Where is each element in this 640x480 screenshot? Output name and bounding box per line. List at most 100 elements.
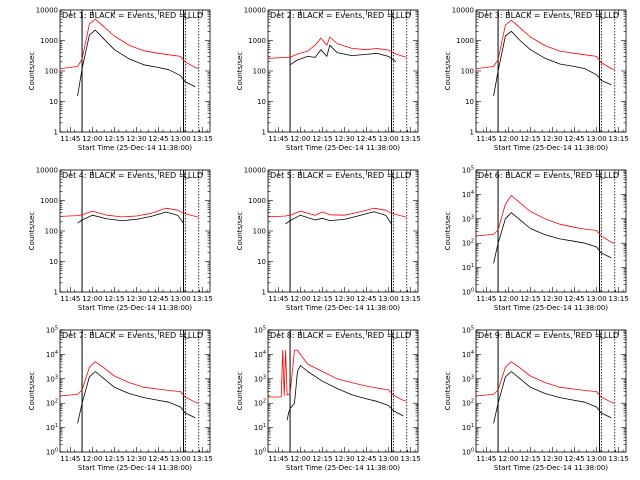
x-tick-label: 12:45 — [564, 135, 584, 143]
x-tick-label: 13:15 — [193, 295, 213, 303]
l-marker-glyph — [184, 12, 189, 19]
x-tick-label: 12:15 — [520, 295, 540, 303]
y-tick-label: 100 — [462, 288, 474, 297]
y-tick-label: 103 — [46, 374, 58, 383]
y-tick-label: 105 — [46, 326, 58, 335]
y-tick-label: 105 — [462, 326, 474, 335]
panel-det-1: Det 1: BLACK = Events, RED = LLD 1 10 100 10… — [28, 7, 213, 153]
x-tick-label: 13:15 — [609, 135, 629, 143]
l-marker-glyph — [600, 12, 605, 19]
y-tick-label: 100 — [253, 228, 266, 236]
y-tick-label: 1000 — [248, 37, 266, 45]
y-tick-label: 104 — [462, 350, 474, 359]
y-tick-label: 100 — [462, 448, 474, 457]
series-line-lld — [59, 18, 199, 69]
series-line-lld — [267, 207, 407, 218]
y-tick-label: 10000 — [244, 167, 266, 175]
x-tick-label: 13:00 — [378, 135, 398, 143]
x-tick-label: 13:00 — [586, 295, 606, 303]
series-line-lld — [475, 19, 615, 71]
x-tick-label: 13:00 — [170, 295, 190, 303]
x-tick-label: 11:45 — [476, 135, 496, 143]
series-line-lld — [267, 36, 407, 59]
y-tick-label: 103 — [462, 214, 474, 223]
series-line-lld — [59, 207, 199, 218]
panel-title: Det 5: BLACK = Events, RED = LLD — [270, 171, 411, 180]
y-tick-label: 10 — [49, 258, 58, 266]
series-line-events — [77, 371, 196, 424]
x-tick-label: 12:00 — [498, 295, 518, 303]
y-tick-label: 104 — [462, 190, 474, 199]
x-tick-label: 12:00 — [82, 295, 102, 303]
x-tick-label: 12:00 — [82, 135, 102, 143]
series-line-events — [77, 211, 184, 224]
y-tick-label: 1 — [54, 289, 58, 297]
y-tick-label: 1000 — [456, 37, 474, 45]
panel-title: Det 6: BLACK = Events, RED = LLD — [478, 171, 619, 180]
x-tick-label: 11:45 — [268, 135, 288, 143]
x-tick-label: 13:15 — [193, 455, 213, 463]
y-tick-label: 102 — [462, 399, 474, 408]
plot-frame — [267, 329, 419, 453]
series-line-events — [77, 29, 196, 97]
y-tick-label: 1 — [262, 129, 266, 137]
x-tick-label: 13:00 — [378, 295, 398, 303]
x-tick-label: 12:00 — [290, 295, 310, 303]
y-tick-label: 10000 — [36, 167, 58, 175]
y-axis-label: Counts/sec — [28, 52, 36, 91]
x-tick-label: 11:45 — [60, 135, 80, 143]
y-tick-label: 10 — [465, 98, 474, 106]
y-tick-label: 10000 — [244, 7, 266, 15]
y-tick-label: 102 — [462, 239, 474, 248]
y-axis-label: Counts/sec — [444, 212, 452, 251]
x-tick-label: 12:30 — [334, 135, 354, 143]
y-tick-label: 101 — [254, 423, 266, 432]
y-tick-label: 101 — [462, 423, 474, 432]
y-tick-label: 1000 — [40, 37, 58, 45]
panel-det-8: Det 8: BLACK = Events, RED = LLD 100 101 10… — [236, 326, 421, 473]
x-tick-label: 13:00 — [170, 455, 190, 463]
panel-det-3: Det 3: BLACK = Events, RED = LLD 1 10 100 10… — [444, 7, 629, 153]
x-tick-label: 13:00 — [170, 135, 190, 143]
series-line-lld — [268, 349, 407, 402]
x-tick-label: 12:15 — [520, 455, 540, 463]
series-line-lld — [475, 361, 615, 404]
y-tick-label: 100 — [461, 68, 474, 76]
panel-title: Det 8: BLACK = Events, RED = LLD — [270, 331, 411, 340]
x-tick-label: 12:15 — [104, 295, 124, 303]
x-tick-label: 12:15 — [312, 135, 332, 143]
y-tick-label: 1 — [54, 129, 58, 137]
x-tick-label: 13:15 — [401, 295, 421, 303]
x-axis-label: Start Time (25-Dec-14 11:38:00) — [494, 144, 608, 152]
x-tick-label: 11:45 — [60, 455, 80, 463]
series-line-events — [286, 365, 404, 421]
plot-frame — [59, 329, 211, 453]
y-tick-label: 100 — [253, 68, 266, 76]
l-marker-glyph — [392, 172, 397, 179]
x-axis-label: Start Time (25-Dec-14 11:38:00) — [286, 304, 400, 312]
plot-frame — [475, 169, 627, 293]
x-axis-label: Start Time (25-Dec-14 11:38:00) — [286, 144, 400, 152]
y-axis-label: Counts/sec — [236, 212, 244, 251]
x-tick-label: 13:15 — [401, 135, 421, 143]
y-tick-label: 102 — [46, 399, 58, 408]
panel-title: Det 7: BLACK = Events, RED = LLD — [62, 331, 203, 340]
y-tick-label: 1000 — [248, 197, 266, 205]
y-tick-label: 101 — [46, 423, 58, 432]
series-line-events — [493, 30, 612, 97]
panel-det-9: Det 9: BLACK = Events, RED = LLD 100 101 10… — [444, 326, 629, 473]
y-axis-label: Counts/sec — [28, 212, 36, 251]
series-line-events — [285, 211, 392, 225]
x-tick-label: 12:00 — [82, 455, 102, 463]
x-tick-label: 12:15 — [312, 455, 332, 463]
y-tick-label: 102 — [254, 399, 266, 408]
x-tick-label: 12:15 — [104, 135, 124, 143]
series-line-lld — [59, 361, 199, 404]
x-tick-label: 12:15 — [520, 135, 540, 143]
x-tick-label: 12:15 — [312, 295, 332, 303]
y-tick-label: 10 — [49, 98, 58, 106]
x-tick-label: 12:45 — [564, 295, 584, 303]
panel-det-2: Det 2: BLACK = Events, RED = LLD 1 10 100 10… — [236, 7, 421, 153]
y-axis-label: Counts/sec — [236, 52, 244, 91]
